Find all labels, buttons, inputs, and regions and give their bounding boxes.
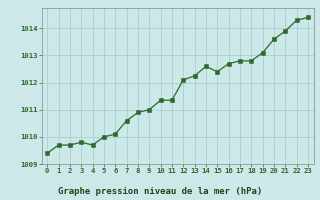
Text: Graphe pression niveau de la mer (hPa): Graphe pression niveau de la mer (hPa) — [58, 186, 262, 196]
